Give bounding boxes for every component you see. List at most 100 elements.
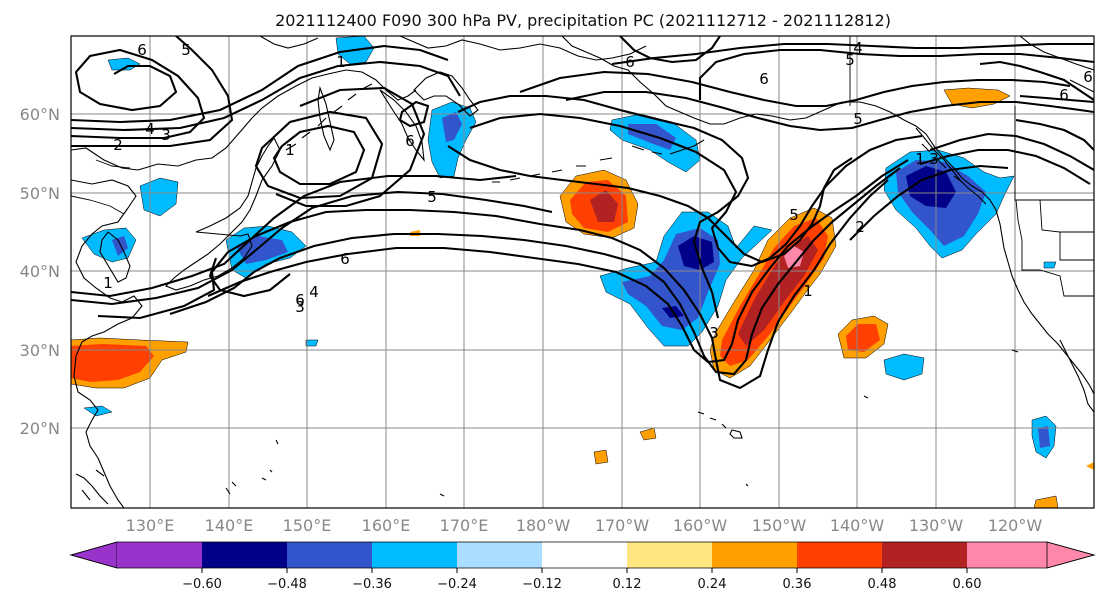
- contour-label: 6: [405, 132, 415, 150]
- coast-japan: [165, 136, 281, 291]
- colorbar: −0.60 −0.48 −0.36 −0.24 −0.12 0.12 0.24 …: [69, 541, 1096, 592]
- colorbar-tick-labels: −0.60 −0.48 −0.36 −0.24 −0.12 0.12 0.24 …: [182, 577, 981, 592]
- lon-label: 130°E: [126, 516, 175, 535]
- longitude-labels: 130°E 140°E 150°E 160°E 170°E 180°W 170°…: [126, 516, 1043, 535]
- colorbar-tick-label: 0.36: [783, 577, 812, 592]
- pv-contour-northeast: [698, 48, 1094, 100]
- blue-patch-small-3: [1043, 261, 1057, 269]
- lat-label: 50°N: [20, 184, 60, 203]
- lon-label: 180°W: [516, 516, 571, 535]
- colorbar-extend-low: [69, 541, 118, 569]
- pv-contour-3: [71, 48, 206, 140]
- coast-kuriles: [285, 83, 373, 151]
- coast-west-america: [1007, 261, 1094, 413]
- contour-label: 3: [709, 324, 719, 342]
- warm-patch-small-3: [1033, 495, 1059, 508]
- contour-label: 6: [625, 53, 635, 71]
- pv-contour-trough-2: [469, 112, 923, 268]
- pv-contour-east-ridge: [849, 164, 1009, 241]
- coast-siberia-north: [259, 36, 647, 61]
- pv-contour-trough: [457, 94, 750, 319]
- pv-contour-northeast-2: [611, 42, 1094, 66]
- gridlines: [71, 36, 1094, 508]
- contour-label: 6: [1083, 68, 1093, 86]
- contour-label: 5: [789, 206, 799, 224]
- pv-contour-ridge-2: [565, 90, 1094, 132]
- contour-label: 3: [161, 126, 171, 144]
- contour-label: 1: [803, 282, 813, 300]
- lon-label: 150°W: [752, 516, 807, 535]
- warm-patch-east-subtropical: [837, 315, 889, 359]
- contour-label: 1: [336, 53, 346, 71]
- warm-patch-small-2: [639, 427, 657, 441]
- coast-korea: [99, 231, 131, 283]
- map-frame: [70, 35, 1095, 509]
- pv-contour-jet-4: [169, 167, 901, 376]
- lon-label: 160°E: [362, 516, 411, 535]
- colorbar-tick-label: −0.60: [182, 577, 222, 592]
- colorbar-segment: [797, 542, 882, 568]
- contour-label: 6: [137, 41, 147, 59]
- colorbar-tick-label: 0.48: [868, 577, 897, 592]
- colorbar-segment: [457, 542, 542, 568]
- contour-label: 1: [285, 141, 295, 159]
- colorbar-tick-label: −0.24: [437, 577, 477, 592]
- contour-label: 1: [103, 274, 113, 292]
- blue-patch-central-pacific: [599, 211, 773, 347]
- colorbar-tick-label: 0.12: [613, 577, 642, 592]
- contour-label: 6: [295, 291, 305, 309]
- lat-label: 60°N: [20, 105, 60, 124]
- pv-contour-1: [71, 44, 449, 124]
- blue-patch-nw-america: [883, 149, 1015, 259]
- blue-patch-hawaii-east: [1031, 415, 1057, 459]
- blue-patch-bering: [609, 113, 701, 173]
- colorbar-segment: [712, 542, 797, 568]
- coastlines: [71, 36, 1094, 508]
- contour-label: 4: [309, 283, 319, 301]
- pv-contour-ridge: [519, 70, 1071, 108]
- coast-pacific-islands: [225, 349, 1019, 497]
- blue-patch-small-2: [305, 339, 319, 347]
- contour-label: 5: [181, 41, 191, 59]
- contour-label: 4: [853, 39, 863, 57]
- coast-top-right: [1019, 36, 1094, 93]
- pv-contour-2: [71, 60, 461, 132]
- colorbar-outline: [69, 541, 1096, 569]
- lat-label: 20°N: [20, 419, 60, 438]
- lat-label: 40°N: [20, 262, 60, 281]
- lon-label: 120°W: [988, 516, 1043, 535]
- pv-contour-jet-1: [71, 174, 517, 298]
- contour-label: 5: [427, 188, 437, 206]
- pv-contour-jet-2: [71, 190, 553, 306]
- pv-contour-north-mid: [619, 36, 721, 64]
- contour-label: 6: [1059, 86, 1069, 104]
- latitude-labels: 60°N 50°N 40°N 30°N 20°N: [20, 105, 60, 438]
- pv-contour-trough-3: [447, 145, 853, 264]
- map-panel: 6 5 1 6 5 4 5 6 6 4 3 2 1 6 6 5 6 4 3 1: [20, 35, 1095, 535]
- colorbar-segment: [627, 542, 712, 568]
- lon-label: 170°E: [440, 516, 489, 535]
- contour-label: 2: [855, 218, 865, 236]
- pv-contours: [71, 36, 1094, 390]
- pv-contour-northeast-3: [1015, 94, 1094, 151]
- colorbar-segment: [372, 542, 457, 568]
- lon-label: 150°E: [283, 516, 332, 535]
- lat-label: 30°N: [20, 341, 60, 360]
- contour-label: 5: [845, 51, 855, 69]
- contour-labels: 6 5 1 6 5 4 5 6 6 4 3 2 1 6 6 5 6 4 3 1: [103, 39, 1093, 342]
- colorbar-extend-high: [1046, 541, 1096, 569]
- lon-label: 160°W: [673, 516, 728, 535]
- colorbar-tick-label: −0.48: [267, 577, 307, 592]
- pv-contour-jet-3: [97, 179, 889, 390]
- pv-contour-eddy-okhotsk: [272, 124, 366, 186]
- contour-label: 5: [853, 110, 863, 128]
- colorbar-tick-label: −0.12: [522, 577, 562, 592]
- contour-label: 3: [295, 298, 305, 316]
- warm-patch-small-5: [1086, 462, 1094, 470]
- coast-hawaii: [697, 411, 743, 439]
- contour-label: 6: [340, 250, 350, 268]
- pv-contour-4: [71, 36, 234, 148]
- coast-sakhalin: [317, 85, 335, 152]
- coast-philippines: [75, 469, 109, 505]
